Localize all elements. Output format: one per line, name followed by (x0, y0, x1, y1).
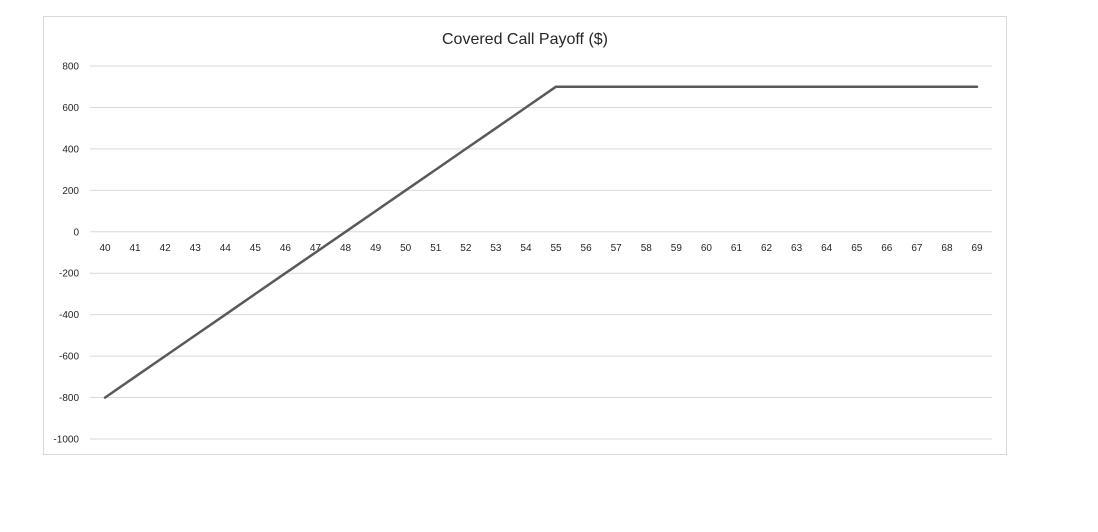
x-tick-label: 42 (160, 243, 172, 254)
x-tick-label: 46 (280, 243, 292, 254)
x-tick-label: 56 (581, 243, 593, 254)
x-tick-label: 50 (400, 243, 412, 254)
x-tick-label: 63 (791, 243, 803, 254)
x-tick-label: 40 (99, 243, 111, 254)
x-tick-label: 69 (971, 243, 983, 254)
x-tick-label: 59 (671, 243, 683, 254)
y-tick-label: 600 (62, 103, 79, 114)
x-tick-label: 43 (190, 243, 202, 254)
x-tick-label: 57 (611, 243, 623, 254)
y-tick-label: 800 (62, 62, 79, 73)
x-tick-label: 54 (520, 243, 532, 254)
x-tick-label: 66 (881, 243, 893, 254)
x-tick-label: 47 (310, 243, 322, 254)
series-line (103, 85, 979, 399)
y-tick-label: 200 (62, 186, 79, 197)
x-tick-label: 44 (220, 243, 232, 254)
x-tick-label: 45 (250, 243, 262, 254)
x-tick-label: 53 (490, 243, 502, 254)
x-tick-label: 64 (821, 243, 833, 254)
chart-title: Covered Call Payoff ($) (442, 31, 608, 48)
x-tick-label: 61 (731, 243, 743, 254)
x-tick-label: 51 (430, 243, 442, 254)
y-tick-label: -1000 (53, 435, 79, 446)
x-tick-label: 52 (460, 243, 472, 254)
x-tick-label: 67 (911, 243, 923, 254)
y-tick-label: 400 (62, 144, 79, 155)
chart-area: Covered Call Payoff ($) (43, 16, 1007, 455)
y-tick-label: -400 (59, 310, 79, 321)
y-tick-label: -200 (59, 269, 79, 280)
y-tick-label: -800 (59, 393, 79, 404)
x-tick-label: 60 (701, 243, 713, 254)
y-tick-label: -600 (59, 352, 79, 363)
x-tick-label: 58 (641, 243, 653, 254)
x-tick-label: 48 (340, 243, 352, 254)
y-tick-label: 0 (73, 227, 79, 238)
x-tick-label: 41 (130, 243, 142, 254)
x-tick-label: 49 (370, 243, 382, 254)
x-tick-label: 55 (550, 243, 562, 254)
x-tick-label: 65 (851, 243, 863, 254)
x-tick-label: 62 (761, 243, 773, 254)
x-tick-label: 68 (941, 243, 953, 254)
